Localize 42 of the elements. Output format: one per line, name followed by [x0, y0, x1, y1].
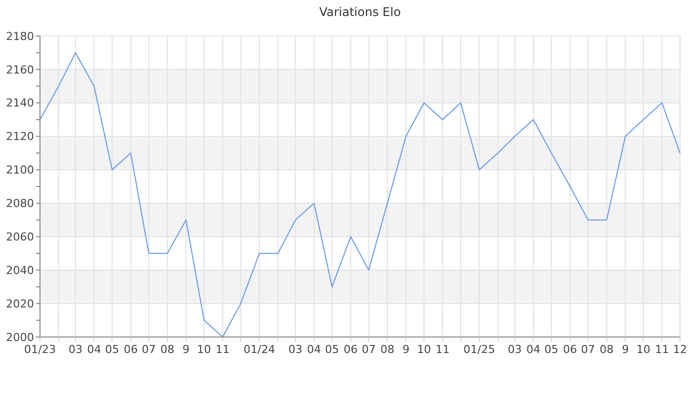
x-tick-label: 9	[622, 343, 629, 356]
x-tick-label: 11	[654, 343, 669, 356]
chart-title: Variations Elo	[319, 5, 401, 19]
x-tick-label: 9	[182, 343, 190, 356]
x-tick-label: 03	[508, 343, 522, 356]
y-tick-label: 2100	[6, 164, 34, 177]
x-tick-label: 08	[380, 343, 394, 356]
x-tick-label: 05	[544, 343, 558, 356]
x-tick-label: 11	[436, 343, 450, 356]
x-tick-label: 05	[105, 343, 120, 356]
y-tick-label: 2140	[6, 96, 34, 110]
x-tick-label: 01/24	[243, 343, 276, 356]
y-tick-label: 2120	[6, 130, 34, 144]
x-tick-label: 12	[673, 343, 687, 356]
x-tick-label: 07	[362, 343, 376, 356]
x-tick-label: 11	[216, 343, 230, 356]
x-tick-label: 07	[581, 343, 596, 356]
y-tick-label: 2160	[6, 63, 34, 76]
x-tick-label: 03	[288, 343, 302, 356]
x-tick-label: 01/23	[24, 343, 56, 356]
x-tick-label: 04	[526, 343, 540, 356]
x-tick-label: 10	[417, 343, 431, 356]
y-tick-label: 2180	[6, 30, 34, 43]
y-tick-label: 2040	[6, 264, 34, 277]
x-tick-label: 10	[197, 343, 212, 356]
x-tick-label: 06	[563, 343, 578, 356]
x-tick-label: 05	[325, 343, 340, 356]
x-tick-label: 08	[160, 343, 174, 356]
x-tick-label: 04	[87, 343, 102, 356]
x-tick-label: 07	[142, 343, 156, 356]
x-tick-label: 06	[124, 343, 138, 356]
x-tick-label: 06	[344, 343, 358, 356]
x-tick-label: 03	[68, 343, 82, 356]
x-tick-label: 01/25	[463, 343, 496, 356]
x-tick-label: 10	[636, 343, 650, 356]
x-tick-label: 9	[402, 343, 410, 356]
x-tick-label: 08	[600, 343, 614, 356]
x-tick-label: 04	[307, 343, 322, 356]
y-tick-label: 2060	[6, 230, 34, 244]
y-tick-label: 2020	[6, 297, 34, 310]
y-tick-label: 2000	[6, 330, 34, 344]
y-tick-label: 2080	[6, 197, 34, 210]
